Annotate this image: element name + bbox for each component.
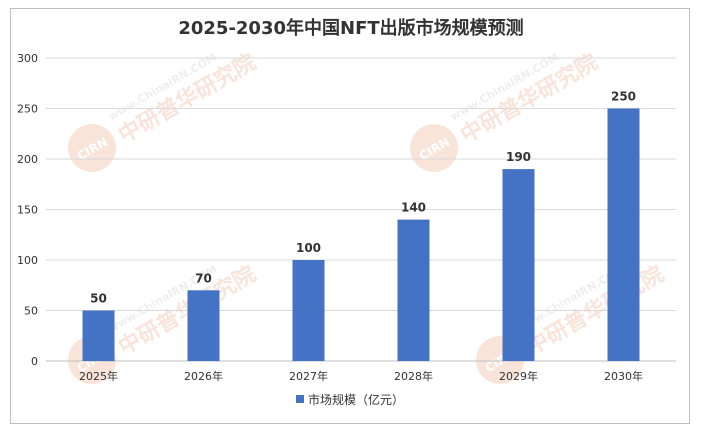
data-label: 250 <box>611 90 636 104</box>
bar <box>292 260 325 361</box>
bar <box>82 310 115 361</box>
legend-swatch <box>296 395 304 403</box>
y-tick-label: 100 <box>17 254 38 267</box>
y-tick-label: 150 <box>17 204 38 217</box>
x-tick-label: 2027年 <box>289 369 328 383</box>
data-label: 50 <box>90 292 107 306</box>
x-tick-label: 2030年 <box>604 369 643 383</box>
bar-series <box>82 108 640 361</box>
watermark-logo-icon <box>68 124 116 172</box>
bar <box>607 108 640 361</box>
x-tick-label: 2026年 <box>184 369 223 383</box>
bar <box>502 169 535 361</box>
data-label: 70 <box>195 271 212 285</box>
chart-frame <box>10 8 690 424</box>
y-tick-label: 50 <box>24 305 38 318</box>
gridlines <box>46 57 676 362</box>
legend-label: 市场规模（亿元） <box>308 392 404 407</box>
y-tick-label: 200 <box>17 153 38 166</box>
data-label: 100 <box>296 241 321 255</box>
y-tick-label: 300 <box>17 52 38 65</box>
data-labels: 50 70 100 140 190 250 <box>90 90 636 306</box>
x-tick-label: 2028年 <box>394 369 433 383</box>
watermark-layer: CIRNwww.ChinaIRN.COM中研普华研究院CIRNwww.China… <box>68 49 668 384</box>
data-label: 190 <box>506 150 531 164</box>
bar <box>397 219 430 361</box>
legend: 市场规模（亿元） <box>296 392 404 407</box>
x-axis-ticks: 2025年 2026年 2027年 2028年 2029年 2030年 <box>79 369 643 383</box>
chart-title: 2025-2030年中国NFT出版市场规模预测 <box>178 18 524 39</box>
x-tick-label: 2025年 <box>79 369 118 383</box>
y-tick-label: 250 <box>17 103 38 116</box>
data-label: 140 <box>401 201 426 215</box>
x-tick-label: 2029年 <box>499 369 538 383</box>
y-axis-ticks: 0 50 100 150 200 250 300 <box>17 52 38 368</box>
bar <box>187 290 220 361</box>
y-tick-label: 0 <box>31 355 38 368</box>
watermark-logo-icon <box>410 124 458 172</box>
